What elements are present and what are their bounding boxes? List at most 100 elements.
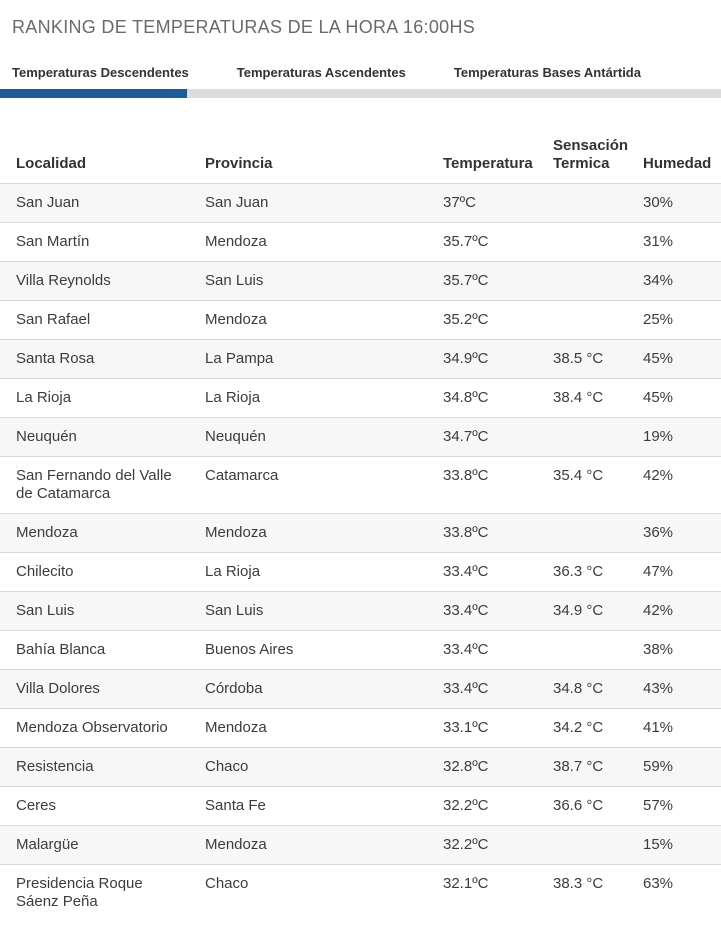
- cell-localidad: Villa Reynolds: [16, 271, 111, 289]
- column-header-humedad: Humedad: [643, 154, 712, 172]
- table-row: Neuquén Neuquén 34.7ºC 19%: [0, 417, 721, 456]
- cell-provincia: La Rioja: [205, 562, 261, 580]
- cell-provincia: Córdoba: [205, 679, 263, 697]
- column-header-temperatura: Temperatura: [443, 154, 533, 172]
- cell-humedad: 31%: [643, 232, 674, 250]
- column-header-localidad: Localidad: [16, 154, 87, 172]
- cell-sensacion: [553, 417, 643, 456]
- cell-provincia: Mendoza: [205, 835, 267, 853]
- table-row: San Fernando del Valle de Catamarca Catam…: [0, 456, 721, 513]
- cell-localidad: Malargüe: [16, 835, 79, 853]
- tab-bar: Temperaturas Descendentes Temperaturas A…: [0, 65, 721, 98]
- cell-provincia: San Luis: [205, 271, 264, 289]
- cell-localidad: Chilecito: [16, 562, 74, 580]
- column-header-provincia: Provincia: [205, 154, 273, 172]
- table-row: Villa Reynolds San Luis 35.7ºC 34%: [0, 261, 721, 300]
- cell-sensacion: 38.3 °C: [553, 874, 604, 892]
- cell-provincia: Mendoza: [205, 232, 267, 250]
- cell-provincia: Santa Fe: [205, 796, 266, 814]
- cell-humedad: 19%: [643, 427, 674, 445]
- cell-localidad: Mendoza: [16, 523, 78, 541]
- cell-sensacion: [553, 261, 643, 300]
- cell-localidad: La Rioja: [16, 388, 72, 406]
- cell-temperatura: 34.8ºC: [443, 388, 489, 406]
- cell-provincia: Chaco: [205, 874, 249, 892]
- table-row: San Rafael Mendoza 35.2ºC 25%: [0, 300, 721, 339]
- cell-temperatura: 33.4ºC: [443, 562, 489, 580]
- table-row: Presidencia Roque Sáenz Peña Chaco 32.1ºC 3…: [0, 864, 721, 921]
- cell-localidad: San Martín: [16, 232, 90, 250]
- cell-sensacion: 34.2 °C: [553, 718, 604, 736]
- cell-provincia: Mendoza: [205, 310, 267, 328]
- cell-sensacion: 38.7 °C: [553, 757, 604, 775]
- cell-provincia: San Juan: [205, 193, 269, 211]
- cell-humedad: 30%: [643, 193, 674, 211]
- table-row: Villa Dolores Córdoba 33.4ºC 34.8 °C 43%: [0, 669, 721, 708]
- cell-sensacion: 38.5 °C: [553, 349, 604, 367]
- cell-temperatura: 37ºC: [443, 193, 476, 211]
- table-row: San Martín Mendoza 35.7ºC 31%: [0, 222, 721, 261]
- cell-provincia: Neuquén: [205, 427, 266, 445]
- cell-humedad: 47%: [643, 562, 674, 580]
- cell-temperatura: 33.1ºC: [443, 718, 489, 736]
- cell-sensacion: 36.3 °C: [553, 562, 604, 580]
- cell-humedad: 38%: [643, 640, 674, 658]
- page-title: RANKING DE TEMPERATURAS DE LA HORA 16:00…: [12, 17, 476, 37]
- column-header-sensacion-termica: Sensación Termica: [553, 136, 629, 172]
- cell-provincia: Chaco: [205, 757, 249, 775]
- cell-localidad: Villa Dolores: [16, 679, 100, 697]
- table-row: Mendoza Mendoza 33.8ºC 36%: [0, 513, 721, 552]
- cell-temperatura: 33.8ºC: [443, 466, 489, 484]
- cell-sensacion: [553, 300, 643, 339]
- cell-sensacion: 38.4 °C: [553, 388, 604, 406]
- tab-labels: Temperaturas Descendentes Temperaturas A…: [0, 65, 721, 80]
- tab-temperaturas-bases-antartida[interactable]: Temperaturas Bases Antártida: [453, 65, 641, 80]
- cell-provincia: Mendoza: [205, 718, 267, 736]
- cell-humedad: 59%: [643, 757, 674, 775]
- table-header-row: Localidad Provincia Temperatura Sensació…: [0, 98, 721, 183]
- cell-localidad: Bahía Blanca: [16, 640, 106, 658]
- cell-temperatura: 32.2ºC: [443, 835, 489, 853]
- cell-sensacion: [553, 183, 643, 222]
- active-tab-indicator: [0, 89, 187, 98]
- cell-sensacion: [553, 222, 643, 261]
- cell-localidad: San Juan: [16, 193, 80, 211]
- cell-humedad: 42%: [643, 466, 674, 484]
- table-row: Bahía Blanca Buenos Aires 33.4ºC 38%: [0, 630, 721, 669]
- cell-localidad: Neuquén: [16, 427, 77, 445]
- cell-sensacion: 35.4 °C: [553, 466, 604, 484]
- cell-humedad: 42%: [643, 601, 674, 619]
- cell-sensacion: 34.9 °C: [553, 601, 604, 619]
- cell-temperatura: 32.2ºC: [443, 796, 489, 814]
- cell-provincia: La Rioja: [205, 388, 261, 406]
- cell-temperatura: 32.8ºC: [443, 757, 489, 775]
- cell-humedad: 45%: [643, 388, 674, 406]
- cell-temperatura: 33.4ºC: [443, 601, 489, 619]
- table-row: Mendoza Observatorio Mendoza 33.1ºC 34.2 °C…: [0, 708, 721, 747]
- table-row: Santa Rosa La Pampa 34.9ºC 38.5 °C 45%: [0, 339, 721, 378]
- table-row: Resistencia Chaco 32.8ºC 38.7 °C 59%: [0, 747, 721, 786]
- cell-localidad: San Luis: [16, 601, 75, 619]
- tab-temperaturas-ascendentes[interactable]: Temperaturas Ascendentes: [236, 65, 406, 80]
- cell-provincia: Buenos Aires: [205, 640, 294, 658]
- cell-sensacion: [553, 630, 643, 669]
- cell-humedad: 34%: [643, 271, 674, 289]
- cell-humedad: 45%: [643, 349, 674, 367]
- cell-temperatura: 35.7ºC: [443, 232, 489, 250]
- cell-localidad: Presidencia Roque Sáenz Peña: [16, 874, 143, 910]
- cell-temperatura: 35.7ºC: [443, 271, 489, 289]
- table-row: La Rioja La Rioja 34.8ºC 38.4 °C 45%: [0, 378, 721, 417]
- cell-humedad: 25%: [643, 310, 674, 328]
- temperature-ranking-table: Localidad Provincia Temperatura Sensació…: [0, 98, 721, 921]
- table-body: San Juan San Juan 37ºC 30% San Martín Mendoza…: [0, 183, 721, 921]
- table-row: Malargüe Mendoza 32.2ºC 15%: [0, 825, 721, 864]
- cell-provincia: San Luis: [205, 601, 264, 619]
- cell-sensacion: 34.8 °C: [553, 679, 604, 697]
- table-row: Ceres Santa Fe 32.2ºC 36.6 °C 57%: [0, 786, 721, 825]
- tab-temperaturas-descendentes[interactable]: Temperaturas Descendentes: [12, 65, 189, 80]
- cell-localidad: Ceres: [16, 796, 57, 814]
- cell-localidad: Mendoza Observatorio: [16, 718, 168, 736]
- cell-temperatura: 33.4ºC: [443, 679, 489, 697]
- cell-temperatura: 33.4ºC: [443, 640, 489, 658]
- cell-temperatura: 34.7ºC: [443, 427, 489, 445]
